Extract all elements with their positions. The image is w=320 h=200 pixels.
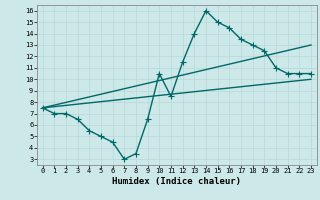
X-axis label: Humidex (Indice chaleur): Humidex (Indice chaleur): [112, 177, 241, 186]
